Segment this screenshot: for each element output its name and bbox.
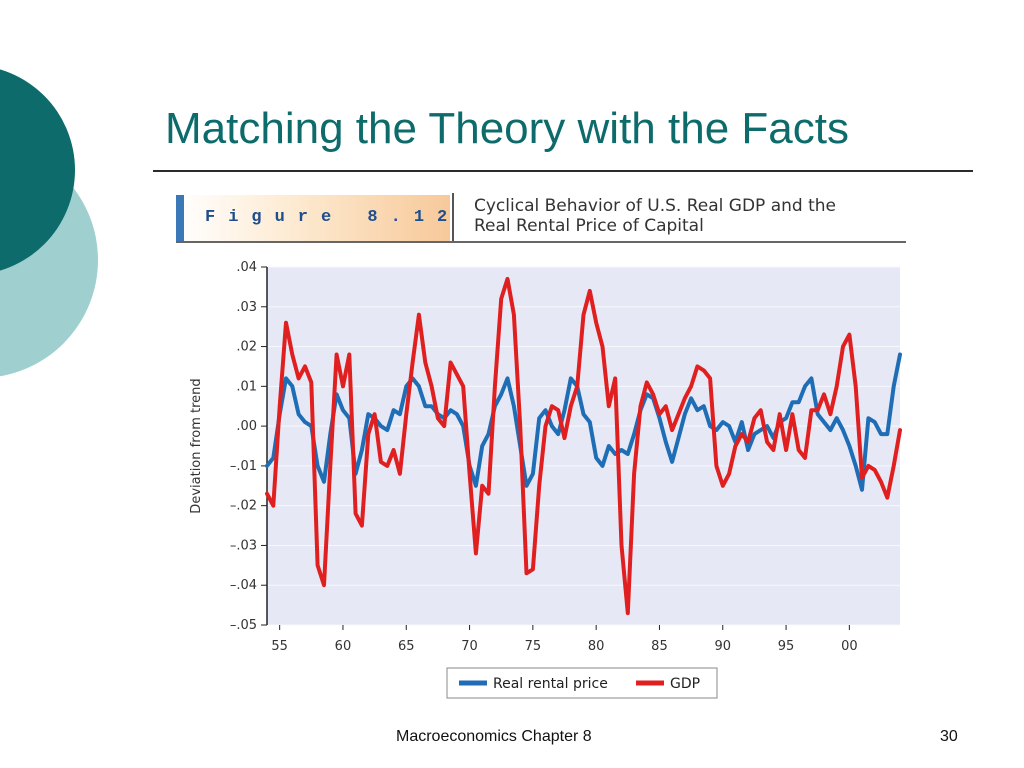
x-axis-ticks: 55 60 65 70 75 80 85 90 95 00 xyxy=(271,625,858,654)
y-tick-label: .02 xyxy=(236,340,257,355)
y-tick-label: .01 xyxy=(236,379,257,394)
page-number: 30 xyxy=(940,728,958,745)
legend-label-gdp: GDP xyxy=(670,676,700,692)
x-tick-label: 00 xyxy=(841,639,858,654)
figure-caption-line2: Real Rental Price of Capital xyxy=(474,216,704,236)
x-tick-label: 65 xyxy=(398,639,415,654)
y-tick-label: –.04 xyxy=(230,578,257,593)
figure-caption-line1: Cyclical Behavior of U.S. Real GDP and t… xyxy=(474,196,836,216)
x-tick-label: 80 xyxy=(588,639,605,654)
y-axis-ticks: .04 .03 .02 .01 .00 –.01 –.02 –.03 –.04 –.05 xyxy=(230,260,267,633)
y-tick-label: .04 xyxy=(236,260,257,275)
title-divider xyxy=(153,170,973,172)
x-tick-label: 75 xyxy=(525,639,542,654)
figure-banner xyxy=(176,195,450,242)
slide-title: Matching the Theory with the Facts xyxy=(165,104,849,153)
figure-underline xyxy=(176,241,906,243)
dark-teal-circle xyxy=(0,69,75,271)
series-line-gdp xyxy=(265,276,902,616)
y-tick-label: –.05 xyxy=(230,618,257,633)
figure-divider xyxy=(452,193,454,241)
y-tick-label: –.03 xyxy=(230,538,257,553)
figure-label: Figure 8.12 xyxy=(205,208,461,227)
y-tick-label: –.01 xyxy=(230,459,257,474)
data-series xyxy=(265,276,902,616)
legend-label-rental: Real rental price xyxy=(493,676,608,692)
x-tick-label: 55 xyxy=(271,639,288,654)
y-tick-label: .03 xyxy=(236,300,257,315)
x-tick-label: 70 xyxy=(461,639,478,654)
legend-box xyxy=(446,667,718,699)
y-tick-label: .00 xyxy=(236,419,257,434)
x-tick-label: 95 xyxy=(778,639,795,654)
decorative-circles xyxy=(0,69,98,377)
x-tick-label: 90 xyxy=(714,639,731,654)
x-tick-label: 85 xyxy=(651,639,668,654)
figure-banner-accent xyxy=(176,195,184,242)
figure-caption: Cyclical Behavior of U.S. Real GDP and t… xyxy=(474,196,836,236)
slide-footer: Macroeconomics Chapter 8 xyxy=(396,728,592,745)
y-axis-label: Deviation from trend xyxy=(189,378,204,513)
y-tick-label: –.02 xyxy=(230,499,257,514)
x-tick-label: 60 xyxy=(335,639,352,654)
